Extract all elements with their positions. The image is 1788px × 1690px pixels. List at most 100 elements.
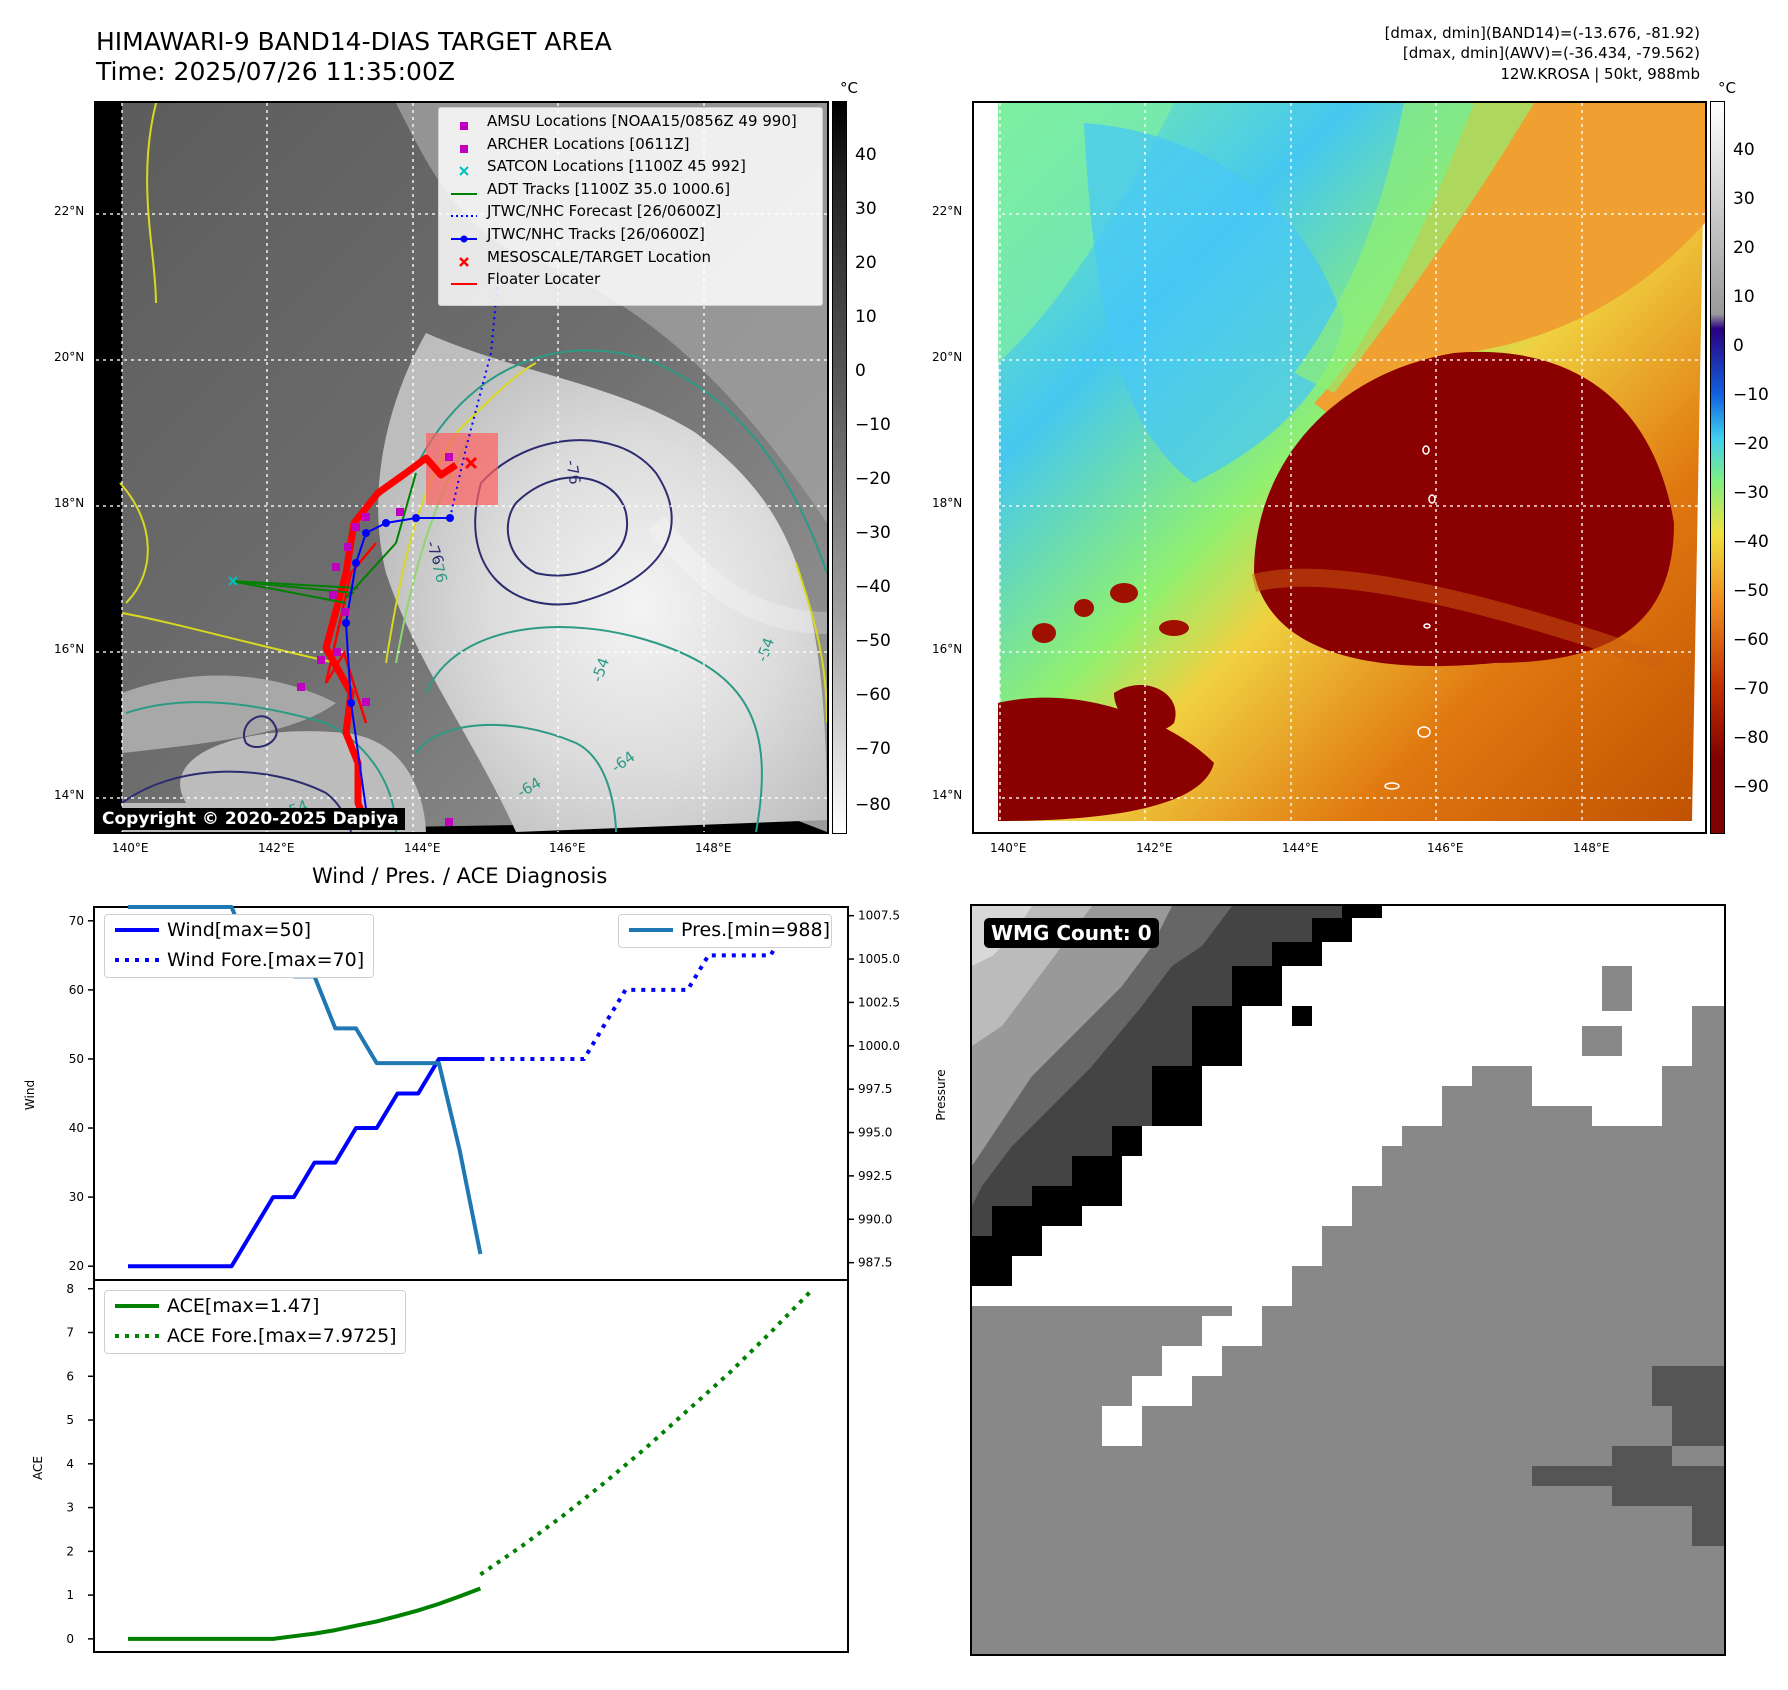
dotted-line-icon [115, 1334, 159, 1338]
lat-label: 18°N [54, 496, 85, 510]
lon-label: 140°E [112, 841, 149, 855]
pressure-tick-label: 997.5 [858, 1082, 892, 1096]
colorbar-tick: −10 [855, 415, 891, 435]
pressure-tick-label: 987.5 [858, 1256, 892, 1270]
ace-tick-label: 2 [66, 1544, 74, 1558]
wmg-image [972, 906, 1724, 1654]
pressure-tick-label: 992.5 [858, 1169, 892, 1183]
wv-map [972, 101, 1707, 834]
colorbar-tick: 0 [855, 361, 866, 381]
wind-tick-label: 40 [69, 1121, 84, 1135]
pressure-tick-label: 1007.5 [858, 909, 900, 923]
colorbar-tick: −60 [855, 685, 891, 705]
legend-item: ADT Tracks [1100Z 35.0 1000.6] [439, 178, 822, 201]
lat-label: 16°N [932, 642, 963, 656]
colorbar-tick: −70 [855, 739, 891, 759]
colorbar-tick: −50 [1733, 581, 1769, 601]
dotted-line-icon [115, 958, 159, 962]
legend-item: JTWC/NHC Forecast [26/0600Z] [439, 200, 822, 223]
figure-time: Time: 2025/07/26 11:35:00Z [96, 57, 455, 86]
colorbar-tick: 40 [1733, 140, 1755, 160]
x-marker-icon [451, 161, 477, 176]
ace-tick-label: 3 [66, 1501, 74, 1515]
lat-label: 22°N [54, 204, 85, 218]
lat-label: 14°N [54, 788, 85, 802]
wind-axes: 20 30 40 50 60 70 987.5 990.0 992.5 995.0 997.5 10… [23, 905, 948, 1281]
ace-tick-label: 6 [66, 1369, 74, 1383]
colorbar-tick: 30 [855, 199, 877, 219]
colorbar-tick: −80 [855, 795, 891, 815]
ace-tick-label: 4 [66, 1457, 74, 1471]
copyright-label: Copyright © 2020-2025 Dapiya [96, 808, 405, 830]
lat-label: 22°N [932, 204, 963, 218]
colorbar-tick: −10 [1733, 385, 1769, 405]
wv-colorbar [1710, 101, 1725, 834]
pressure-tick-label: 1000.0 [858, 1039, 900, 1053]
colorbar-tick: −50 [855, 631, 891, 651]
wind-axis-label: Wind [23, 1080, 37, 1110]
dmax-awv: [dmax, dmin](AWV)=(-36.434, -79.562) [1402, 44, 1700, 62]
legend-item: SATCON Locations [1100Z 45 992] [439, 155, 822, 178]
lat-label: 18°N [932, 496, 963, 510]
legend-item: ARCHER Locations [0611Z] [439, 133, 822, 156]
pressure-legend: Pres.[min=988] [618, 914, 832, 948]
colorbar-tick: −20 [855, 469, 891, 489]
colorbar-tick: −60 [1733, 630, 1769, 650]
ir-colorbar [832, 101, 847, 834]
colorbar-tick: −30 [855, 523, 891, 543]
pressure-axis-label: Pressure [934, 1069, 948, 1120]
lon-label: 146°E [1427, 841, 1464, 855]
x-marker-icon [451, 252, 477, 267]
colorbar-tick: −40 [855, 577, 891, 597]
line-dot-icon [451, 229, 477, 243]
wmg-count-badge: WMG Count: 0 [984, 918, 1159, 948]
series-line [479, 1288, 814, 1577]
legend-item: Pres.[min=988] [619, 915, 831, 945]
wind-tick-label: 50 [69, 1052, 84, 1066]
contour-label: -76 [562, 459, 584, 486]
colorbar-tick: 20 [855, 253, 877, 273]
wv-colorbar-unit: °C [1718, 79, 1736, 97]
wind-tick-label: 70 [69, 914, 84, 928]
square-marker-icon [451, 116, 477, 130]
lat-label: 20°N [932, 350, 963, 364]
lon-label: 144°E [1282, 841, 1319, 855]
lon-label: 148°E [1573, 841, 1610, 855]
ace-legend: ACE[max=1.47] ACE Fore.[max=7.9725] [104, 1290, 406, 1354]
legend-item: JTWC/NHC Tracks [26/0600Z] [439, 223, 822, 246]
colorbar-tick: −80 [1733, 728, 1769, 748]
lon-label: 148°E [695, 841, 732, 855]
colorbar-tick: 10 [855, 307, 877, 327]
forecast-track [449, 267, 500, 519]
colorbar-tick: −90 [1733, 777, 1769, 797]
legend-item: ACE[max=1.47] [105, 1291, 405, 1321]
contour-label: -76 [427, 556, 451, 584]
ir-colorbar-unit: °C [840, 79, 858, 97]
series-line [128, 1586, 482, 1641]
lat-label: 20°N [54, 350, 85, 364]
wind-tick-label: 60 [69, 983, 84, 997]
square-marker-icon [451, 139, 477, 153]
ace-tick-label: 8 [66, 1282, 74, 1296]
ace-tick-label: 1 [66, 1588, 74, 1602]
dmax-band14: [dmax, dmin](BAND14)=(-13.676, -81.92) [1384, 24, 1700, 42]
lon-label: 146°E [549, 841, 586, 855]
lat-label: 16°N [54, 642, 85, 656]
legend-item: MESOSCALE/TARGET Location [439, 246, 822, 269]
solid-line-icon [115, 928, 159, 932]
wmg-panel: WMG Count: 0 [970, 904, 1726, 1656]
diag-title: Wind / Pres. / ACE Diagnosis [312, 864, 608, 888]
ir-map-legend: AMSU Locations [NOAA15/0856Z 49 990] ARC… [438, 107, 823, 306]
colorbar-tick: 10 [1733, 287, 1755, 307]
lon-label: 142°E [1136, 841, 1173, 855]
target-marker [464, 456, 478, 470]
legend-item: ACE Fore.[max=7.9725] [105, 1321, 405, 1351]
lon-label: 140°E [990, 841, 1027, 855]
lon-label: 142°E [258, 841, 295, 855]
wv-map-image [974, 103, 1705, 832]
wind-legend: Wind[max=50] Wind Fore.[max=70] [104, 914, 374, 978]
ace-axis-label: ACE [31, 1456, 45, 1480]
colorbar-tick: −70 [1733, 679, 1769, 699]
solid-line-icon [629, 928, 673, 932]
